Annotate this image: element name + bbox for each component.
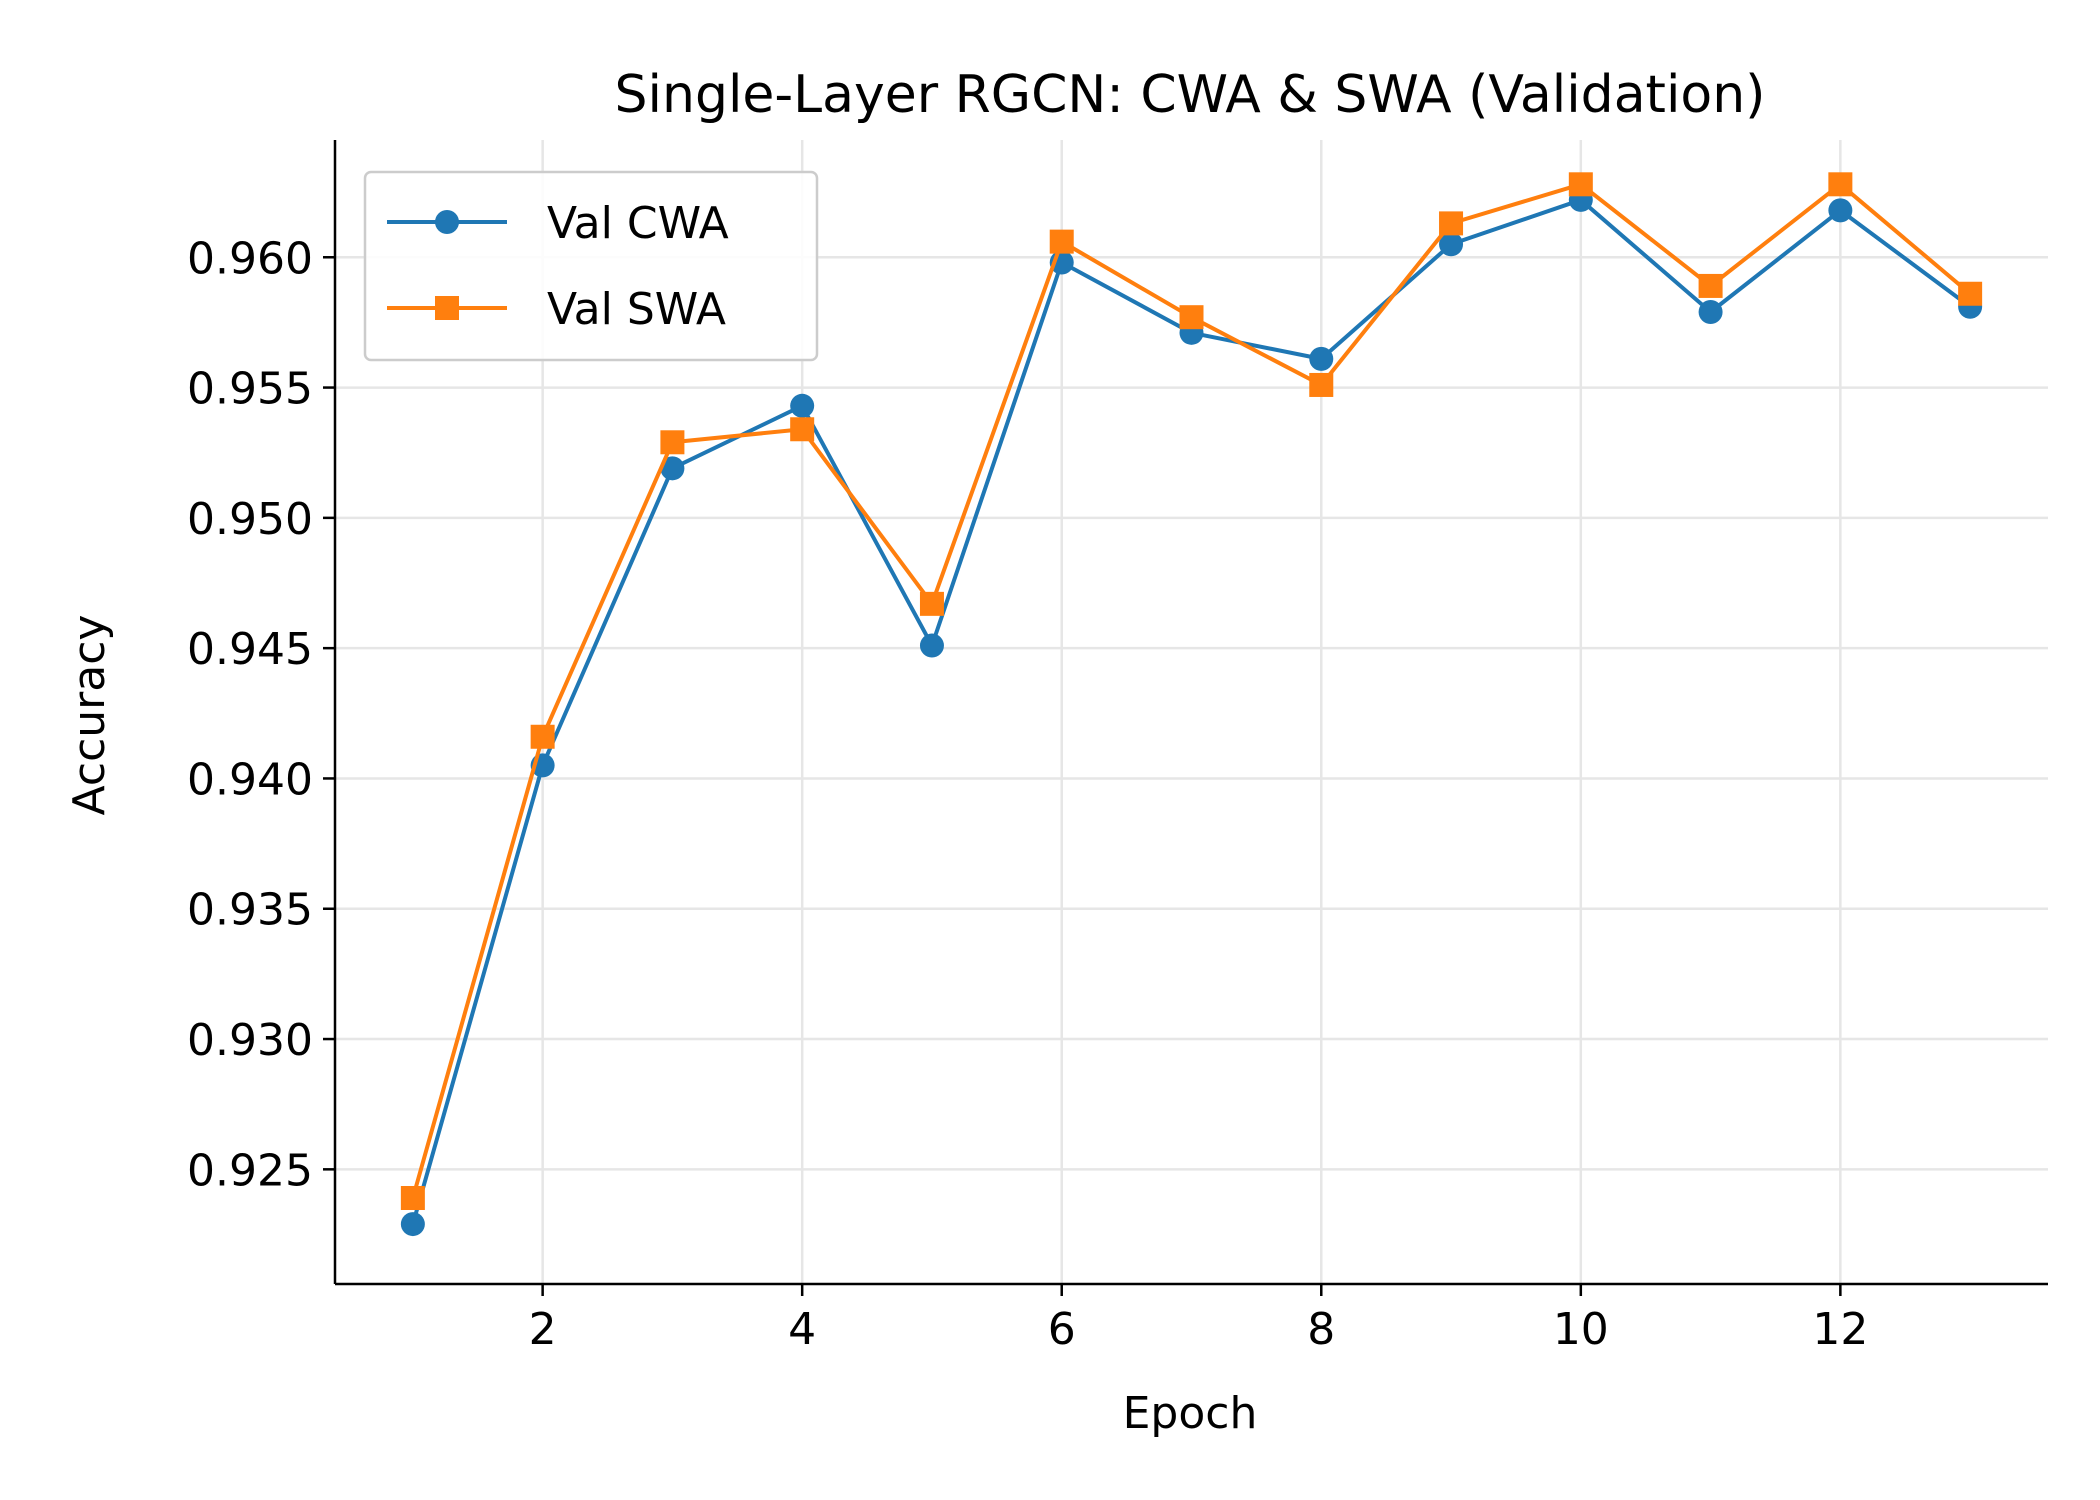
y-tick-label: 0.925 [187, 1145, 313, 1196]
data-point [1698, 273, 1723, 298]
data-point [1309, 346, 1334, 371]
y-tick-label: 0.940 [187, 754, 313, 805]
x-tick-label: 12 [1812, 1304, 1868, 1355]
y-tick-label: 0.955 [187, 364, 313, 415]
series [400, 172, 1983, 1237]
data-point [1179, 305, 1204, 330]
data-point [790, 417, 815, 442]
y-tick-label: 0.950 [187, 494, 313, 545]
data-point [400, 1212, 425, 1237]
series-val-swa [400, 172, 1983, 1211]
legend-box [363, 170, 819, 362]
data-point [1698, 299, 1723, 324]
x-tick-label: 2 [529, 1304, 557, 1355]
data-point [919, 591, 944, 616]
data-point [400, 1186, 425, 1211]
x-tick-label: 10 [1553, 1304, 1609, 1355]
data-point [919, 633, 944, 658]
legend-label: Val CWA [547, 198, 729, 249]
x-tick-label: 4 [788, 1304, 816, 1355]
data-point [1828, 172, 1853, 197]
data-point [660, 456, 685, 481]
x-tick-label: 8 [1307, 1304, 1335, 1355]
data-point [1958, 281, 1983, 306]
legend-entry: Val SWA [387, 284, 726, 335]
data-point [1439, 211, 1464, 236]
data-point [1309, 372, 1334, 397]
data-point [1439, 232, 1464, 257]
legend: Val CWA Val SWA [363, 170, 819, 362]
y-axis-label: Accuracy [64, 615, 115, 816]
chart-title: Single-Layer RGCN: CWA & SWA (Validation… [615, 65, 1766, 125]
legend-marker [435, 210, 459, 234]
y-tick-label: 0.945 [187, 624, 313, 675]
legend-entry: Val CWA [387, 198, 729, 249]
legend-label: Val SWA [547, 284, 726, 335]
tick-labels: 2 4 6 8 10 12 0.925 0.930 0.935 0.940 0.945 0.950 0.… [187, 233, 1868, 1355]
data-point [1828, 198, 1853, 223]
x-tick-label: 6 [1048, 1304, 1076, 1355]
data-point [660, 430, 685, 455]
x-axis-label: Epoch [1123, 1388, 1258, 1439]
y-tick-label: 0.935 [187, 885, 313, 936]
y-tick-label: 0.960 [187, 233, 313, 284]
axes [323, 140, 2048, 1296]
data-point [790, 393, 815, 418]
y-tick-label: 0.930 [187, 1015, 313, 1066]
legend-marker [435, 296, 459, 320]
grid [335, 140, 2048, 1284]
data-point [530, 724, 555, 749]
data-point [1049, 229, 1074, 254]
data-point [1568, 172, 1593, 197]
